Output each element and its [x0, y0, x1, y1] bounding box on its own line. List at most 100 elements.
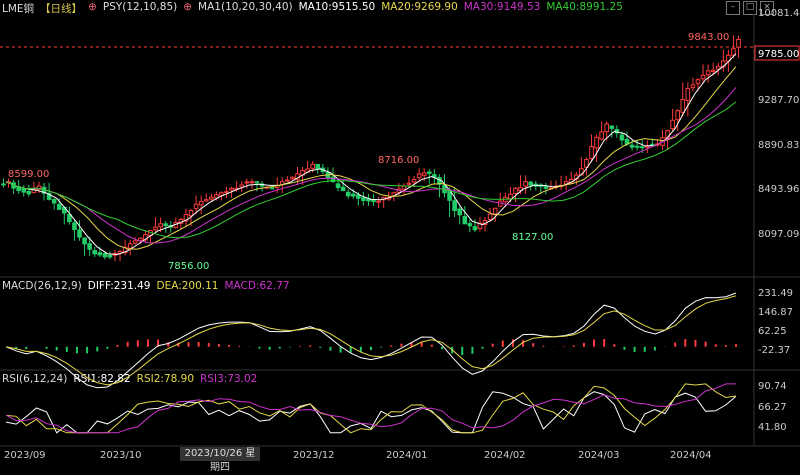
date-tick: 2023/09: [4, 450, 46, 461]
price-chart[interactable]: 10081.44 9287.70 8890.83 8493.96 8097.09…: [0, 0, 800, 462]
candle-body: [376, 200, 381, 203]
macd-bars-group: [15, 339, 737, 356]
candle-body: [472, 226, 478, 231]
candle-body: [219, 192, 224, 196]
candle-body: [416, 173, 422, 179]
rsi2-label: RSI2:78.90: [136, 373, 195, 385]
ma-lines-group: [5, 53, 737, 256]
rsi3-line: [5, 383, 736, 434]
candle-body: [214, 194, 219, 199]
minimize-icon[interactable]: –: [726, 1, 740, 15]
symbol-label: LME铜: [2, 3, 35, 15]
candle-body: [477, 222, 483, 229]
candle-body: [163, 223, 168, 227]
candle-body: [528, 181, 533, 186]
period-label[interactable]: 【日线】: [40, 3, 83, 15]
rsi-axis-tick: 41.80: [758, 422, 787, 433]
candle-body: [107, 254, 113, 258]
candle-body: [330, 176, 336, 183]
candle-body: [411, 178, 417, 183]
candle-body: [452, 200, 457, 212]
ma-set-label: MA1(10,20,30,40): [198, 1, 293, 13]
candle-body: [310, 163, 316, 169]
candle-body: [335, 183, 341, 189]
candle-body: [523, 181, 528, 187]
candle-body: [21, 188, 27, 193]
candle-body: [122, 246, 128, 254]
ma20-line: [5, 66, 737, 250]
ma40-line: [5, 101, 737, 239]
candle-body: [229, 187, 234, 191]
candle-body: [644, 145, 650, 148]
candle-body: [715, 65, 721, 70]
annotation-p3: 8716.00: [378, 155, 419, 166]
current-price-box: [754, 45, 800, 61]
ma20-label: MA20:9269.90: [381, 1, 458, 13]
candle-body: [290, 176, 295, 180]
main-axis-tick: 9287.70: [758, 95, 799, 106]
candle-body: [350, 193, 356, 197]
date-tick: 2024/04: [670, 450, 712, 461]
candle-body: [193, 203, 199, 209]
main-axis-tick: 10081.44: [758, 8, 800, 19]
candle-body: [680, 98, 686, 113]
main-axis-tick: 8493.96: [758, 184, 799, 195]
candle-body: [158, 223, 163, 228]
candle-body: [36, 185, 42, 190]
candle-body: [209, 196, 214, 200]
candle-body: [153, 226, 158, 231]
candle-body: [639, 146, 645, 149]
candle-body: [406, 182, 412, 185]
candle-body: [224, 191, 229, 194]
candle-body: [670, 119, 675, 130]
ma10-line: [5, 53, 737, 256]
main-axis-tick: 8890.83: [758, 140, 799, 151]
candle-body: [589, 146, 594, 159]
candle-body: [82, 237, 87, 245]
candle-body: [650, 143, 655, 146]
candle-body: [269, 187, 275, 190]
close-icon[interactable]: ×: [760, 1, 774, 15]
maximize-icon[interactable]: □: [743, 1, 757, 15]
candle-body: [132, 240, 138, 244]
candle-body: [690, 84, 696, 89]
candle-body: [457, 208, 463, 216]
main-axis-tick: 8097.09: [758, 229, 799, 240]
candle-body: [203, 199, 209, 202]
candle-body: [1, 183, 6, 186]
candle-body: [421, 172, 427, 176]
macd-dea-line: [5, 295, 737, 386]
candle-body: [492, 207, 498, 215]
candle-body: [710, 69, 716, 73]
candle-body: [26, 190, 32, 195]
candle-body: [543, 186, 549, 189]
rsi2-line: [5, 383, 737, 434]
candle-body: [249, 181, 255, 184]
rsi-axis-tick: 90.74: [758, 381, 787, 392]
candle-body: [371, 199, 376, 203]
macd-diff-line: [5, 292, 737, 389]
candle-body: [87, 243, 92, 250]
candle-body: [700, 74, 706, 80]
candle-body: [102, 253, 108, 258]
candle-body: [675, 110, 681, 121]
candle-body: [467, 223, 473, 227]
rsi1-line: [5, 391, 737, 434]
candle-body: [97, 252, 103, 256]
candle-body: [51, 198, 57, 204]
main-legend: LME铜 【日线】 ⊕ PSY(12,10,85) ⊕ MA1(10,20,30…: [2, 1, 623, 16]
candle-body: [67, 213, 72, 223]
candle-body: [46, 192, 52, 200]
candle-body: [508, 193, 513, 200]
candles-group: [1, 35, 741, 262]
candle-body: [239, 184, 245, 188]
hover-date-label: 2023/10/26 星期四: [180, 447, 260, 473]
macd-diff-label: DIFF:231.49: [87, 280, 151, 292]
candle-body: [609, 125, 615, 129]
current-price-label: 9785.00: [758, 49, 799, 60]
macd-axis-tick: 146.87: [758, 307, 793, 318]
ma-set-icon: ⊕: [183, 1, 193, 13]
annotation-high: 9843.00: [688, 32, 729, 43]
macd-axis-tick: 62.25: [758, 326, 787, 337]
candle-body: [705, 70, 711, 76]
